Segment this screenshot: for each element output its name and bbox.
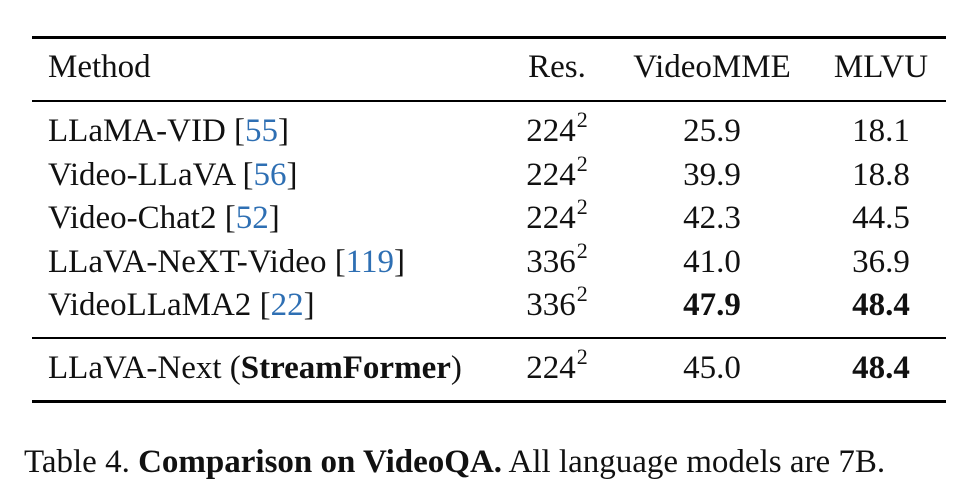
- caption-label: Table 4.: [24, 444, 130, 480]
- caption-bold: Comparison on VideoQA.: [138, 444, 503, 480]
- res-value: 224: [526, 157, 576, 193]
- table-row-videomme: 41.0: [683, 244, 741, 280]
- table-row-method: LLaVA-NeXT-Video [119]: [48, 244, 405, 280]
- header-rule: [32, 100, 946, 102]
- res-exponent: 2: [576, 194, 588, 219]
- table-row-method: VideoLLaMA2 [22]: [48, 287, 315, 323]
- table-row-mlvu: 36.9: [852, 244, 910, 280]
- table-row-videomme: 25.9: [683, 113, 741, 149]
- citation-link[interactable]: 55: [245, 113, 279, 149]
- table-bottom-rule: [32, 400, 946, 403]
- method-suffix: ): [450, 350, 462, 386]
- table-row-res: 3362: [518, 283, 596, 325]
- table-row-res: 2242: [518, 196, 596, 238]
- final-row-res: 2242: [518, 346, 596, 388]
- method-name: LLaMA-VID: [48, 113, 226, 149]
- citation-link[interactable]: 52: [235, 200, 269, 236]
- table-row-mlvu: 48.4: [852, 287, 910, 323]
- final-row-videomme: 45.0: [683, 350, 741, 386]
- res-value: 336: [526, 244, 576, 280]
- table-row-mlvu: 18.1: [852, 113, 910, 149]
- res-value: 224: [526, 350, 576, 386]
- final-row-method: LLaVA-Next (StreamFormer): [48, 348, 462, 388]
- header-videomme: VideoMME: [633, 49, 791, 85]
- table-row-res: 2242: [518, 153, 596, 195]
- res-value: 224: [526, 200, 576, 236]
- res-exponent: 2: [576, 344, 588, 369]
- citation-link[interactable]: 119: [345, 244, 394, 280]
- header-res: Res.: [528, 49, 586, 85]
- method-name: Video-Chat2: [48, 200, 217, 236]
- caption-text: All language models are 7B.: [508, 444, 886, 480]
- header-mlvu: MLVU: [833, 49, 929, 85]
- citation-link[interactable]: 22: [270, 287, 304, 323]
- table-row-videomme: 42.3: [683, 200, 741, 236]
- table-caption: Table 4. Comparison on VideoQA. All lang…: [24, 440, 885, 484]
- method-prefix: LLaVA-Next (: [48, 350, 241, 386]
- res-exponent: 2: [576, 281, 588, 306]
- method-name: VideoLLaMA2: [48, 287, 252, 323]
- final-row-mlvu: 48.4: [852, 350, 910, 386]
- table-row-videomme: 39.9: [683, 157, 741, 193]
- res-exponent: 2: [576, 238, 588, 263]
- citation-link[interactable]: 56: [253, 157, 287, 193]
- table-row-mlvu: 18.8: [852, 157, 910, 193]
- table-row-mlvu: 44.5: [852, 200, 910, 236]
- method-name: LLaVA-NeXT-Video: [48, 244, 327, 280]
- table-row-videomme: 47.9: [683, 287, 741, 323]
- method-name: Video-LLaVA: [48, 157, 235, 193]
- section-rule: [32, 337, 946, 339]
- table-row-method: Video-LLaVA [56]: [48, 157, 298, 193]
- table-row-res: 2242: [518, 109, 596, 151]
- table-row-res: 3362: [518, 240, 596, 282]
- table-row-method: Video-Chat2 [52]: [48, 200, 280, 236]
- res-exponent: 2: [576, 107, 588, 132]
- res-value: 224: [526, 113, 576, 149]
- res-exponent: 2: [576, 151, 588, 176]
- header-method: Method: [48, 49, 151, 85]
- res-value: 336: [526, 287, 576, 323]
- table-top-rule: [32, 36, 946, 39]
- table-row-method: LLaMA-VID [55]: [48, 113, 290, 149]
- method-bold-name: StreamFormer: [240, 350, 451, 386]
